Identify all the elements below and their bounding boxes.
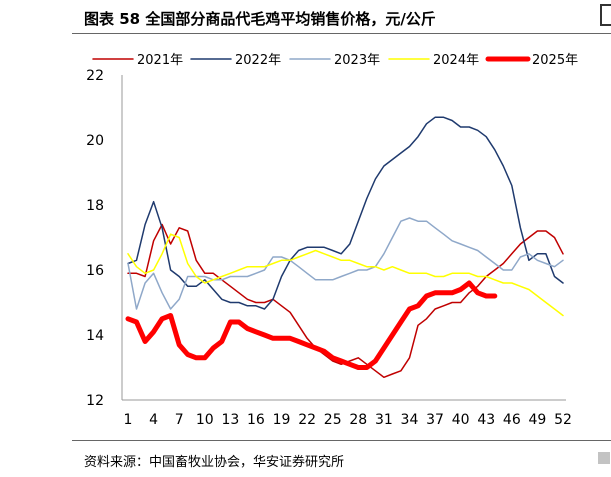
x-tick-label: 28 — [349, 412, 367, 428]
y-tick-label: 18 — [86, 198, 104, 214]
legend-label: 2022年 — [235, 53, 281, 68]
x-tick-label: 37 — [426, 412, 444, 428]
y-tick-label: 22 — [86, 68, 104, 84]
axes — [121, 75, 566, 401]
x-tick-label: 19 — [273, 412, 291, 428]
x-tick-label: 52 — [554, 412, 572, 428]
x-tick-label: 1 — [124, 412, 133, 428]
y-tick-label: 20 — [86, 133, 104, 149]
x-tick-label: 43 — [477, 412, 495, 428]
series-line-2 — [127, 116, 564, 310]
x-tick-label: 16 — [247, 412, 265, 428]
x-tick-label: 49 — [528, 412, 546, 428]
source-rule — [72, 440, 611, 441]
next-figure-edge — [600, 4, 611, 26]
y-tick-label: 14 — [86, 328, 104, 344]
series-line-3 — [127, 217, 564, 310]
y-axis-ticks: 12 14 16 18 20 22 — [86, 68, 104, 409]
x-tick-label: 22 — [298, 412, 316, 428]
y-tick-label: 16 — [86, 263, 104, 279]
x-tick-label: 40 — [452, 412, 470, 428]
x-axis-ticks: 1 4 7 10 13 16 19 22 25 28 31 34 37 40 43 46 49 52 — [124, 412, 572, 428]
x-tick-label: 4 — [149, 412, 158, 428]
x-tick-label: 10 — [196, 412, 214, 428]
legend-label: 2024年 — [433, 53, 479, 68]
x-tick-label: 25 — [324, 412, 342, 428]
x-tick-label: 34 — [401, 412, 419, 428]
x-tick-label: 13 — [221, 412, 239, 428]
legend: 2021年 2022年 2023年 2024年 2025年 — [92, 53, 578, 68]
chart-title: 图表 58 全国部分商品代毛鸡平均销售价格，元/公斤 — [84, 10, 436, 28]
series-lines — [125, 116, 564, 379]
legend-label: 2023年 — [334, 53, 380, 68]
x-tick-label: 31 — [375, 412, 393, 428]
x-tick-label: 7 — [175, 412, 184, 428]
series-line-4 — [127, 233, 564, 317]
legend-label: 2021年 — [137, 53, 183, 68]
legend-label: 2025年 — [532, 53, 578, 68]
page-edge-mark — [598, 452, 610, 464]
source-note: 资料来源：中国畜牧业协会，华安证券研究所 — [84, 455, 345, 470]
x-tick-label: 46 — [503, 412, 521, 428]
series-line-5 — [125, 280, 498, 370]
title-rule — [72, 33, 611, 34]
y-tick-label: 12 — [86, 393, 104, 409]
